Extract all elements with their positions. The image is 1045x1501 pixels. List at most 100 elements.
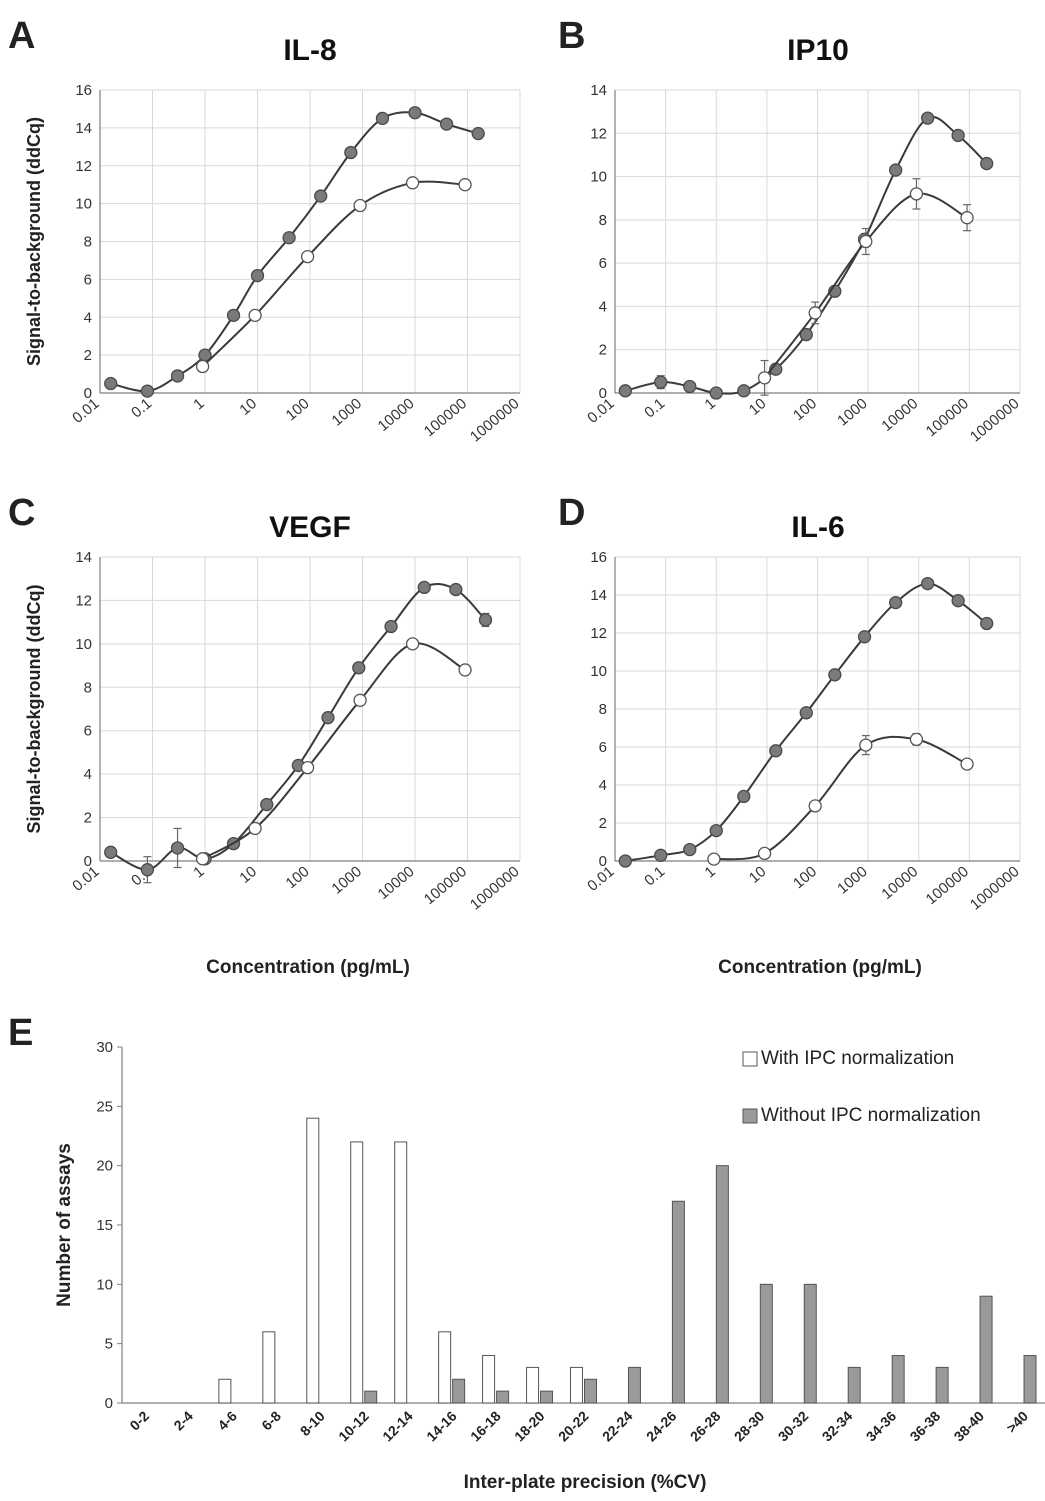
data-point-a-1 [104,376,118,391]
x-tick-label-d: 0.01 [584,863,617,895]
bar-without-ipc [627,1366,641,1404]
y-axis-label-e: Number of assays [54,1143,75,1307]
bar-without-ipc [759,1283,773,1404]
panel-letter-b: B [558,15,585,57]
y-tick-label-e: 20 [96,1158,113,1175]
data-point-b-1 [618,384,632,398]
x-tick-label-c: 100 [282,863,312,892]
legend-swatch-without-ipc [742,1108,758,1124]
data-point-c-1 [140,863,155,877]
legend-swatch-with-ipc [742,1051,758,1067]
data-point-d-1 [857,630,872,644]
y-tick-label-a: 10 [75,196,92,213]
y-tick-label-d: 10 [590,663,607,680]
y-tick-label-b: 0 [599,385,607,402]
x-axis-label-left: Concentration (pg/mL) [206,957,410,978]
bar-without-ipc [891,1355,905,1404]
bar-with-ipc [526,1366,540,1404]
data-point-c-2 [353,693,367,707]
data-point-c-1 [449,582,463,597]
y-tick-label-d: 8 [599,701,607,718]
data-point-a-1 [344,145,358,160]
series-line-b-1 [625,115,988,395]
y-tick-label-c: 0 [84,853,92,870]
x-tick-label-c: 1 [190,863,207,881]
data-point-b-2 [909,187,924,201]
x-tick-label-d: 100000 [923,863,972,908]
data-point-b-1 [709,386,723,400]
x-tick-label-a: 10 [236,395,260,419]
data-point-b-1 [737,384,751,398]
data-point-d-2 [859,738,873,752]
x-tick-label-e: 6-8 [258,1408,284,1434]
data-point-a-2 [405,176,420,190]
data-point-c-1 [352,661,366,675]
bar-with-ipc [218,1378,232,1404]
y-tick-label-d: 16 [590,549,607,566]
y-tick-label-b: 6 [599,255,607,272]
x-tick-label-c: 100000 [421,863,470,908]
data-point-b-1 [921,111,935,125]
y-axis-label-c: Signal-to-background (ddCq) [24,585,44,834]
y-tick-label-b: 2 [599,342,607,359]
y-tick-label-a: 0 [84,385,92,402]
data-point-d-1 [618,854,632,868]
bar-with-ipc [394,1141,408,1404]
data-point-a-1 [250,268,265,283]
bar-without-ipc [979,1295,993,1404]
bar-without-ipc [1023,1355,1037,1404]
data-point-c-2 [458,663,472,677]
data-point-b-2 [757,371,772,385]
series-line-a-2 [201,180,466,368]
data-point-d-1 [769,744,783,758]
series-line-d-1 [625,582,988,862]
data-point-d-1 [889,595,903,610]
data-point-a-1 [226,308,241,323]
x-tick-label-e: 34-36 [863,1408,900,1445]
bar-with-ipc [262,1331,276,1404]
bar-without-ipc [584,1378,597,1404]
x-tick-label-b: 0.01 [584,395,617,427]
x-tick-label-b: 100000 [923,395,972,440]
x-tick-label-b: 0.1 [641,395,668,421]
bar-without-ipc [715,1165,729,1404]
data-point-a-2 [195,359,210,374]
y-tick-label-a: 12 [75,158,92,175]
data-point-a-1 [314,189,328,203]
data-point-d-1 [951,594,965,608]
data-point-c-1 [321,711,335,725]
data-point-a-2 [248,308,262,323]
x-tick-label-e: 18-20 [511,1408,548,1445]
y-tick-label-b: 4 [599,298,607,315]
x-tick-label-d: 100 [790,863,820,892]
chart-title-d: IL-6 [791,511,844,544]
x-tick-label-c: 1000000 [467,863,523,914]
y-tick-label-c: 8 [84,679,92,696]
data-point-a-1 [170,369,185,383]
bar-without-ipc [364,1390,378,1404]
y-tick-label-e: 5 [105,1336,113,1353]
bar-with-ipc [306,1117,320,1404]
y-tick-label-c: 4 [84,766,92,783]
x-tick-label-b: 10 [746,395,770,419]
y-tick-label-e: 0 [105,1395,113,1412]
x-tick-label-e: 4-6 [214,1408,240,1434]
x-axis-label-right: Concentration (pg/mL) [718,957,922,978]
y-tick-label-d: 6 [599,739,607,756]
data-point-a-2 [458,178,472,192]
y-tick-label-d: 2 [599,815,607,832]
x-tick-label-e: 38-40 [951,1408,988,1445]
chart-title-b: IP10 [787,34,849,67]
data-point-a-2 [353,198,367,213]
bar-without-ipc [496,1390,510,1404]
x-tick-label-e: 22-24 [599,1408,636,1445]
series-line-c-2 [202,642,466,860]
bar-with-ipc [570,1366,583,1404]
chart-title-c: VEGF [269,511,351,544]
x-tick-label-e: 32-34 [819,1408,856,1445]
data-point-d-2 [757,846,772,861]
